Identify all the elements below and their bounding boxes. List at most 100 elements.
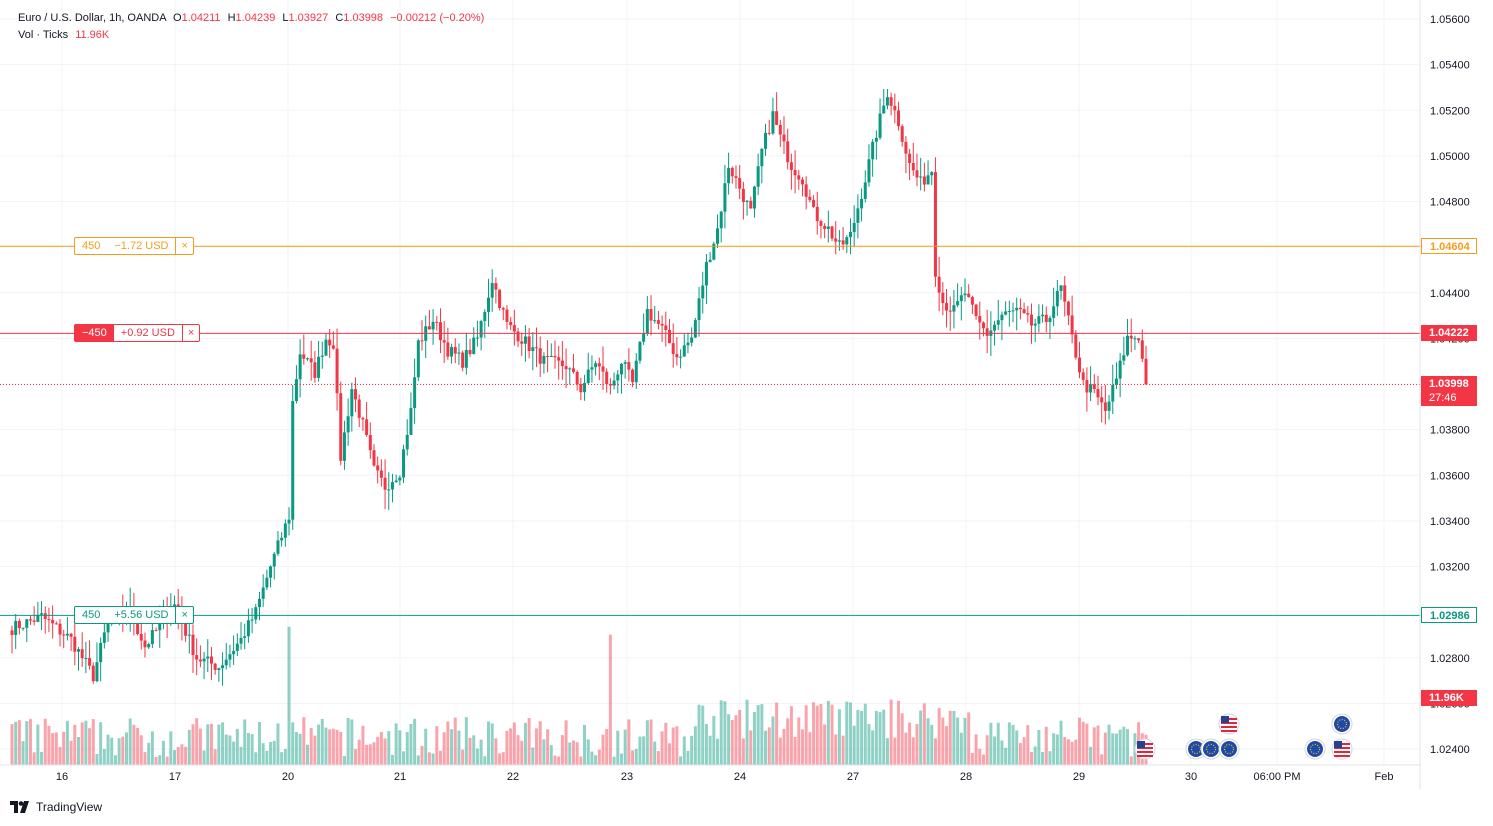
volume-bar bbox=[357, 739, 361, 765]
candle-body bbox=[900, 126, 904, 142]
volume-bar bbox=[280, 752, 284, 765]
order-price-label: 1.02986 bbox=[1421, 607, 1477, 624]
candle-body bbox=[357, 399, 361, 418]
volume-bar bbox=[631, 750, 635, 765]
candle-body bbox=[834, 238, 838, 242]
price-tick-label: 1.03400 bbox=[1430, 516, 1470, 528]
volume-bar bbox=[693, 726, 697, 765]
volume-bar bbox=[893, 737, 897, 765]
volume-bar bbox=[283, 749, 287, 765]
candle-body bbox=[198, 659, 202, 662]
candle-body bbox=[376, 465, 380, 471]
candle-body bbox=[512, 325, 516, 332]
candle-body bbox=[719, 211, 723, 229]
volume-bar bbox=[490, 723, 494, 765]
volume-bar bbox=[21, 741, 25, 765]
volume-bar bbox=[908, 722, 912, 765]
order-tag[interactable]: 450 −1.72 USD × bbox=[74, 237, 194, 256]
candle-body bbox=[65, 633, 69, 636]
volume-bar bbox=[402, 751, 406, 765]
volume-bar bbox=[730, 720, 734, 765]
volume-bar bbox=[819, 704, 823, 765]
candle-body bbox=[945, 303, 949, 311]
volume-bar bbox=[294, 732, 298, 765]
candle-body bbox=[996, 320, 1000, 325]
volume-bar bbox=[531, 747, 535, 765]
volume-bar bbox=[313, 735, 317, 765]
volume-bar bbox=[376, 736, 380, 765]
order-pnl: +0.92 USD bbox=[120, 327, 175, 340]
volume-bar bbox=[161, 740, 165, 765]
candle-body bbox=[80, 649, 84, 659]
close-order-icon[interactable]: × bbox=[181, 325, 199, 342]
volume-bar bbox=[535, 728, 539, 765]
order-tag[interactable]: 450 +5.56 USD × bbox=[74, 606, 194, 625]
volume-bar bbox=[760, 704, 764, 765]
volume-bar bbox=[771, 716, 775, 765]
volume-bar bbox=[483, 756, 487, 765]
candle-body bbox=[328, 339, 332, 346]
candle-body bbox=[394, 480, 398, 483]
volume-bar bbox=[272, 740, 276, 765]
volume-bar bbox=[885, 738, 889, 765]
volume-bar bbox=[871, 730, 875, 765]
candle-body bbox=[487, 297, 491, 312]
volume-bar bbox=[568, 742, 572, 765]
volume-bar bbox=[169, 731, 173, 765]
candle-body bbox=[631, 369, 635, 383]
volume-bar bbox=[409, 723, 413, 765]
candle-body bbox=[738, 178, 742, 189]
candle-body bbox=[619, 363, 623, 375]
volume-bar bbox=[350, 719, 354, 765]
volume-bar bbox=[597, 749, 601, 765]
tradingview-logo[interactable]: TradingView bbox=[10, 800, 102, 814]
volume-bar bbox=[634, 748, 638, 765]
candle-body bbox=[956, 301, 960, 306]
candle-body bbox=[51, 619, 55, 624]
volume-bar bbox=[926, 718, 930, 765]
candle-body bbox=[1114, 378, 1118, 385]
candle-body bbox=[837, 240, 841, 242]
order-tag[interactable]: −450 +0.92 USD × bbox=[74, 324, 201, 343]
volume-bar bbox=[10, 724, 14, 765]
volume-bar bbox=[390, 754, 394, 765]
volume-bar bbox=[623, 729, 627, 765]
volume-bar bbox=[860, 710, 864, 765]
candle-body bbox=[959, 295, 963, 302]
candle-body bbox=[475, 337, 479, 339]
candle-body bbox=[885, 97, 889, 106]
volume-bar bbox=[1026, 725, 1030, 765]
close-order-icon[interactable]: × bbox=[175, 238, 192, 255]
order-qty: −450 bbox=[75, 325, 114, 342]
symbol-title[interactable]: Euro / U.S. Dollar, 1h, OANDA bbox=[18, 12, 166, 24]
price-tick-label: 1.03200 bbox=[1430, 562, 1470, 574]
candle-body bbox=[922, 176, 926, 185]
candle-body bbox=[804, 184, 808, 197]
candle-body bbox=[490, 283, 494, 298]
volume-bar bbox=[1029, 751, 1033, 765]
time-axis[interactable]: 16 17 20 21 22 23 24 27 28 29 30 06:00 PM Feb bbox=[56, 771, 1394, 783]
volume-bar bbox=[967, 712, 971, 765]
volume-bar bbox=[379, 732, 383, 765]
volume-label[interactable]: Vol · Ticks bbox=[18, 29, 69, 41]
volume-legend: Vol · Ticks 11.96K bbox=[18, 29, 109, 41]
candle-body bbox=[187, 634, 191, 636]
order-pnl: −1.72 USD bbox=[114, 240, 169, 253]
candle-body bbox=[1144, 358, 1148, 385]
volume-bar bbox=[43, 718, 47, 765]
volume-bar bbox=[150, 731, 154, 765]
candle-body bbox=[269, 566, 273, 578]
candle-body bbox=[1037, 316, 1041, 324]
candle-body bbox=[405, 434, 409, 450]
volume-bar bbox=[1078, 717, 1082, 765]
order-pnl: +5.56 USD bbox=[114, 609, 169, 622]
candle-body bbox=[727, 167, 731, 184]
volume-bar bbox=[331, 728, 335, 765]
close-order-icon[interactable]: × bbox=[175, 607, 192, 624]
candle-body bbox=[191, 634, 195, 656]
candle-body bbox=[708, 259, 712, 262]
volume-bar bbox=[232, 741, 236, 765]
volume-bar bbox=[1055, 734, 1059, 765]
volume-bar bbox=[826, 700, 830, 765]
